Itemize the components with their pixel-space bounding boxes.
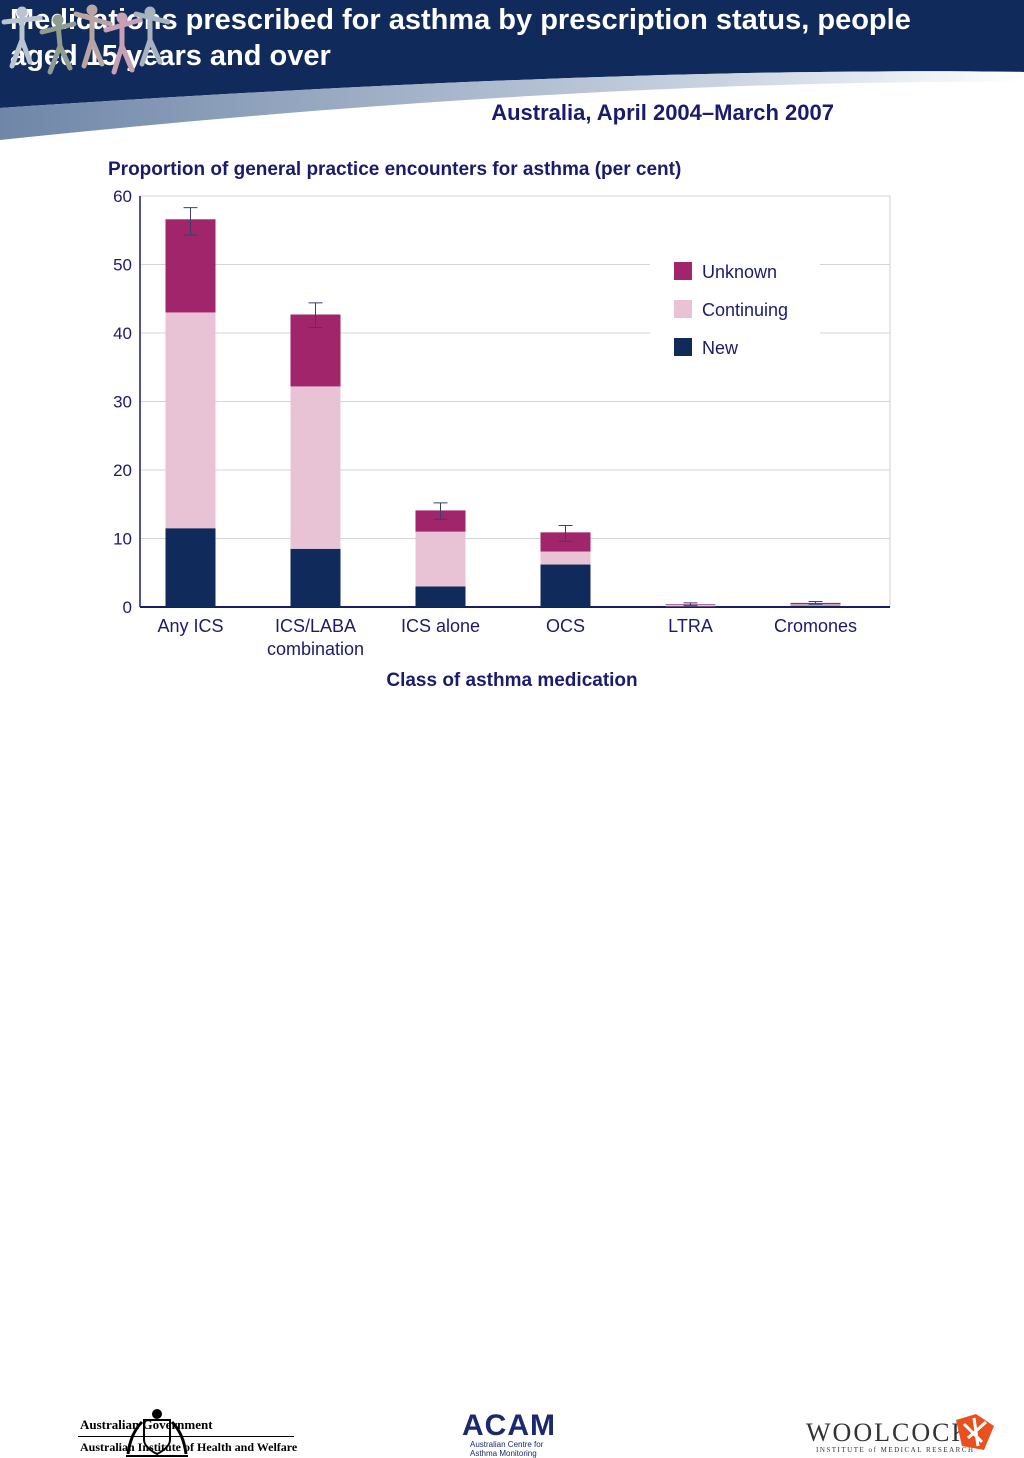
x-tick-line-5-0: Cromones [774, 616, 857, 636]
aihw-name: Australian Institute of Health and Welfa… [80, 1440, 298, 1454]
bar-continuing-3 [540, 551, 591, 565]
x-tick-label-5: Cromones [774, 616, 857, 636]
y-tick-label-2: 20 [113, 461, 132, 480]
woolcock-name: WOOLCOCK [806, 1418, 973, 1447]
chart-title: Proportion of general practice encounter… [108, 159, 682, 180]
y-tick-label-5: 50 [113, 256, 132, 275]
x-tick-line-3-0: OCS [546, 616, 585, 636]
legend-label-unknown: Unknown [702, 262, 777, 282]
slide-subtitle: Australia, April 2004–March 2007 [491, 100, 834, 125]
legend-swatch-new [674, 338, 692, 356]
acam-sub-2: Asthma Monitoring [470, 1449, 537, 1458]
x-tick-label-1: ICS/LABA combination [267, 616, 364, 659]
bar-continuing-1 [290, 386, 341, 549]
acam-logo: ACAM Australian Centre for Asthma Monito… [462, 1409, 562, 1458]
woolcock-mark-icon [956, 1414, 994, 1450]
people-figures-logo [1, 4, 170, 75]
bar-continuing-5 [790, 604, 841, 606]
slide-title: Medications prescribed for asthma by pre… [10, 4, 911, 72]
x-tick-line-2-0: ICS alone [401, 616, 480, 636]
y-tick-label-4: 40 [113, 324, 132, 343]
bar-new-0 [165, 528, 216, 607]
x-tick-label-4: LTRA [668, 616, 713, 636]
x-tick-label-2: ICS alone [401, 616, 480, 636]
bar-new-1 [290, 548, 341, 607]
x-tick-label-3: OCS [546, 616, 585, 636]
bar-new-2 [415, 586, 466, 607]
x-tick-label-0: Any ICS [157, 616, 223, 636]
x-tick-line-4-0: LTRA [668, 616, 713, 636]
bar-unknown-3 [540, 532, 591, 552]
bar-continuing-2 [415, 531, 466, 587]
header-banner [0, 0, 1024, 140]
gov-name: Australian Government [80, 1417, 213, 1432]
acam-sub-1: Australian Centre for [470, 1440, 544, 1449]
legend-swatch-continuing [674, 300, 692, 318]
legend-swatch-unknown [674, 262, 692, 280]
slide-footer: Australian Government Australian Institu… [0, 700, 1024, 1458]
y-tick-label-3: 30 [113, 393, 132, 412]
x-tick-line-1-0: ICS/LABA [275, 616, 356, 636]
y-tick-label-6: 60 [113, 187, 132, 206]
woolcock-sub: INSTITUTE of MEDICAL RESEARCH [816, 1446, 975, 1454]
x-tick-line-0-0: Any ICS [157, 616, 223, 636]
gov-divider [78, 1436, 294, 1437]
x-tick-line-1-1: combination [267, 639, 364, 659]
x-axis-label: Class of asthma medication [386, 670, 638, 691]
y-tick-label-0: 0 [123, 598, 132, 617]
legend-label-continuing: Continuing [702, 300, 788, 320]
bar-unknown-2 [415, 510, 466, 532]
slide-header: Medications prescribed for asthma by pre… [0, 0, 1024, 150]
bar-new-3 [540, 564, 591, 607]
acam-name: ACAM [462, 1409, 556, 1442]
y-tick-label-1: 10 [113, 530, 132, 549]
bar-new-4 [665, 606, 716, 607]
woolcock-logo: WOOLCOCK INSTITUTE of MEDICAL RESEARCH [806, 1418, 975, 1455]
legend-label-new: New [702, 338, 739, 358]
bar-new-5 [790, 605, 841, 607]
bar-continuing-0 [165, 312, 216, 529]
